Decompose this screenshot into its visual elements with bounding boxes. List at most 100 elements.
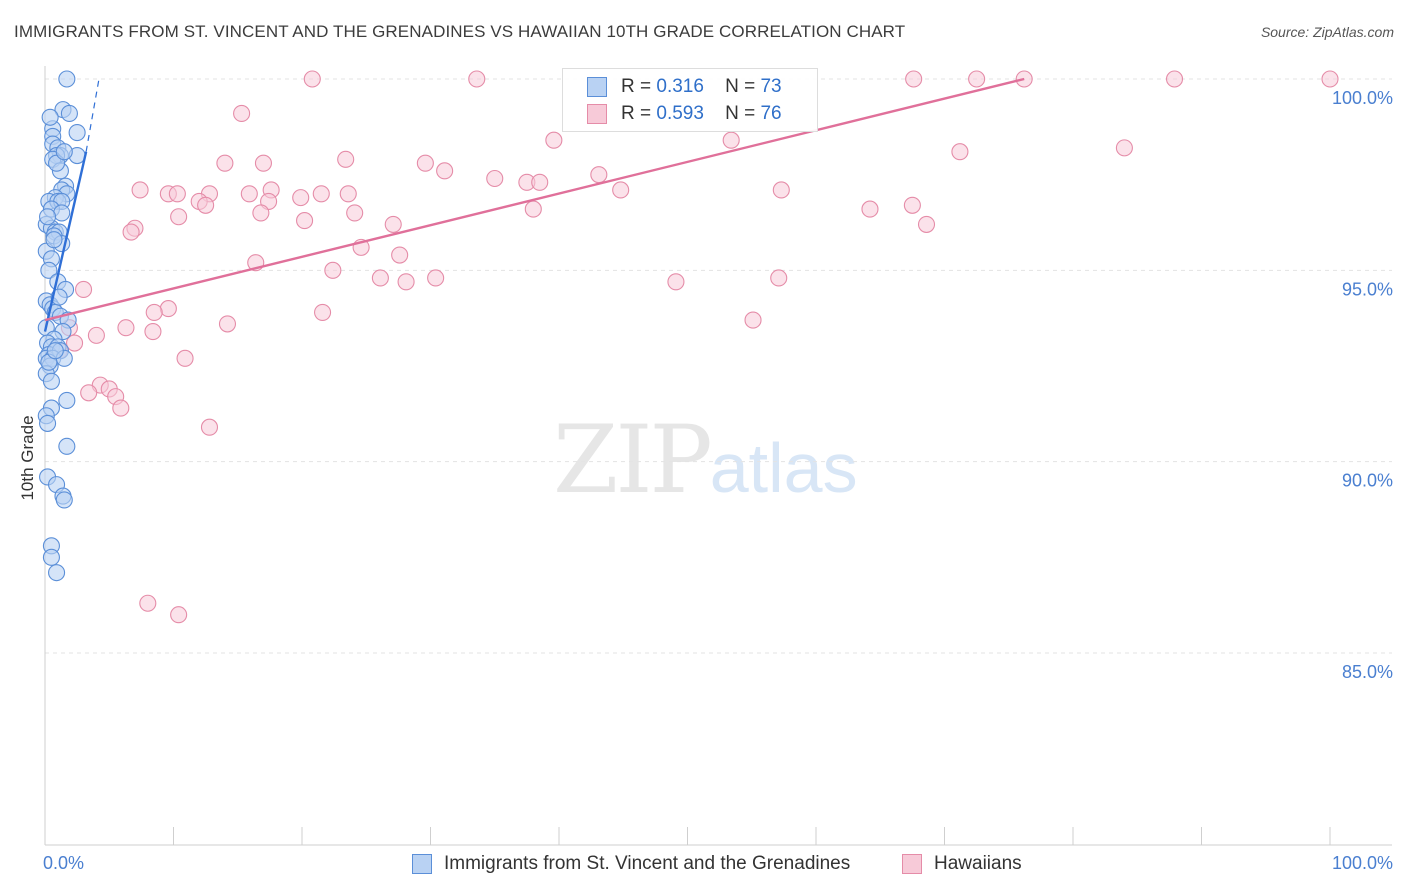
immigrants-trend-line: [43, 151, 88, 332]
n-label: N =: [725, 76, 756, 97]
n-label: N =: [725, 103, 756, 124]
x-tick-label-min: 0.0%: [43, 853, 84, 873]
immigrants-point: [39, 414, 57, 432]
hawaiians-point: [312, 185, 330, 203]
x-tick-label-max: 100.0%: [1332, 853, 1393, 873]
hawaiians-point: [324, 261, 342, 279]
hawaiians-point: [770, 269, 788, 287]
hawaiians-point: [346, 204, 364, 222]
hawaiians-point: [968, 70, 986, 88]
hawaiians-point: [216, 154, 234, 172]
hawaiians-point: [590, 166, 608, 184]
hawaiians-point: [722, 131, 740, 149]
trend-lines: [43, 77, 1025, 332]
hawaiians-point: [200, 418, 219, 436]
immigrants-point: [50, 288, 68, 306]
hawaiians-point: [436, 162, 454, 180]
immigrants-point: [45, 231, 63, 249]
hawaiians-point: [486, 169, 504, 188]
hawaiians-point: [903, 196, 921, 214]
immigrants-point: [39, 208, 57, 226]
grid-lines: [45, 78, 1392, 654]
hawaiians-point: [416, 154, 434, 172]
hawaiians-point: [612, 181, 630, 199]
immigrants-point: [58, 70, 76, 88]
hawaiians-point: [1321, 70, 1339, 88]
immigrants-point: [55, 143, 73, 161]
y-axis-label: 10th Grade: [18, 415, 37, 500]
immigrants-point: [58, 437, 76, 455]
y-tick-label: 100.0%: [1332, 88, 1393, 108]
immigrants-point: [58, 391, 76, 409]
hawaiians-point: [176, 349, 194, 367]
axes: [44, 66, 1392, 846]
hawaiians-point: [371, 269, 389, 287]
hawaiians-point: [159, 300, 177, 318]
series-legend: Immigrants from St. Vincent and the Gren…: [0, 852, 1406, 878]
immigrants-point: [46, 342, 64, 360]
hawaiians-point: [117, 319, 135, 337]
r-value-hawaiians: 0.593: [656, 103, 704, 124]
hawaiians-point: [951, 143, 969, 161]
hawaiians-point: [337, 150, 355, 168]
hawaiians-point: [170, 606, 188, 624]
hawaiians-point: [427, 269, 445, 287]
hawaiians-point: [905, 70, 923, 88]
immigrants-point: [68, 124, 86, 142]
watermark: ZIPatlas: [553, 406, 858, 515]
hawaiians-point: [917, 215, 936, 233]
r-label: R =: [621, 103, 652, 124]
hawaiians-point: [170, 208, 188, 226]
r-label: R =: [621, 76, 652, 97]
immigrants-trend-line: [85, 78, 100, 152]
hawaiians-point: [314, 303, 332, 321]
hawaiians-point: [197, 196, 215, 214]
hawaiians-point: [397, 273, 415, 291]
immigrants-point: [55, 491, 73, 509]
hawaiians-point: [531, 173, 549, 191]
correlation-legend: R = 0.316 N = 73 R = 0.593 N = 76: [562, 68, 818, 132]
legend-label-hawaiians: Hawaiians: [934, 853, 1022, 874]
hawaiians-point: [139, 594, 157, 612]
n-value-immigrants: 73: [760, 76, 782, 97]
hawaiians-point: [524, 200, 542, 218]
svg-immigrants-points: [37, 70, 86, 582]
hawaiians-point: [87, 326, 105, 344]
hawaiians-point: [772, 181, 790, 199]
hawaiians-point: [391, 246, 409, 264]
blue-swatch: [412, 854, 432, 874]
pink-swatch: [902, 854, 922, 874]
hawaiians-point: [144, 323, 162, 341]
hawaiians-point: [122, 223, 140, 241]
hawaiians-points: [50, 70, 1339, 624]
hawaiians-point: [145, 303, 163, 321]
n-value-hawaiians: 76: [760, 103, 782, 124]
r-value-immigrants: 0.316: [656, 76, 704, 97]
hawaiians-point: [861, 200, 879, 218]
immigrants-point: [42, 372, 60, 390]
tick-labels: 85.0% 90.0% 95.0% 100.0% 0.0% 100.0%: [43, 88, 1393, 873]
hawaiians-point: [254, 154, 273, 172]
immigrants-point: [41, 108, 59, 126]
hawaiians-point: [303, 70, 321, 88]
hawaiians-point: [66, 334, 84, 352]
y-tick-label: 95.0%: [1342, 279, 1393, 299]
hawaiians-point: [468, 70, 486, 88]
hawaiians-point: [131, 181, 149, 199]
chart-title: IMMIGRANTS FROM ST. VINCENT AND THE GREN…: [14, 22, 906, 41]
watermark-atlas: atlas: [709, 429, 858, 507]
hawaiians-point: [168, 185, 186, 203]
hawaiians-point: [75, 280, 93, 299]
hawaiians-point: [339, 185, 357, 203]
source-label: Source: ZipAtlas.com: [1260, 24, 1394, 40]
pink-swatch: [587, 104, 607, 124]
hawaiians-point: [240, 185, 258, 203]
hawaiians-point: [744, 311, 762, 329]
hawaiians-trend-line: [44, 77, 1025, 322]
hawaiians-point: [252, 204, 270, 222]
watermark-zip: ZIP: [553, 406, 713, 515]
hawaiians-point: [233, 104, 251, 122]
y-tick-label: 85.0%: [1342, 662, 1393, 682]
hawaiians-point: [292, 189, 310, 207]
y-tick-label: 90.0%: [1342, 471, 1393, 491]
